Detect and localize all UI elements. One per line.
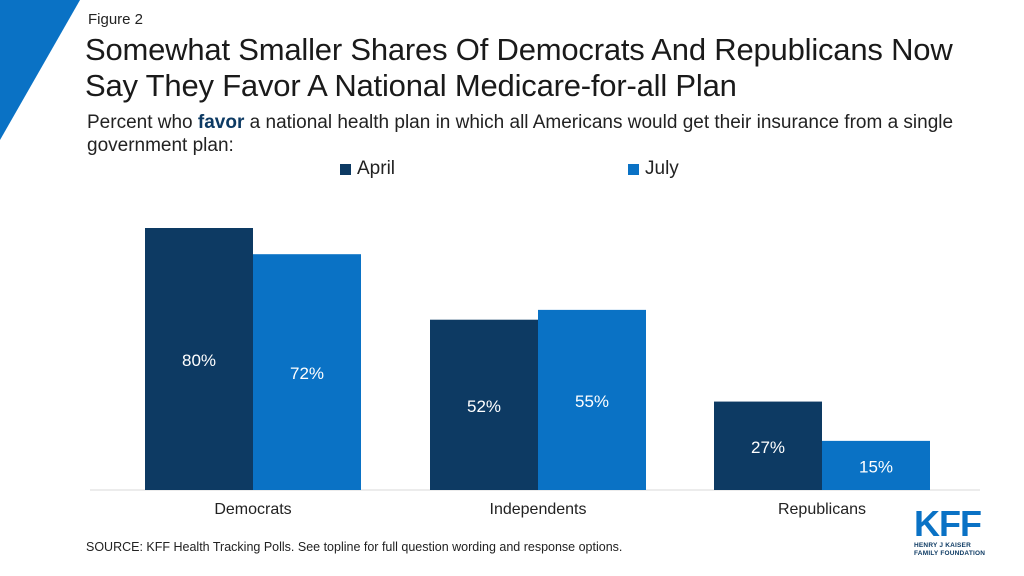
figure-label: Figure 2 (88, 11, 144, 28)
legend-item-april: April (340, 158, 395, 180)
subtitle-emphasis: favor (197, 112, 245, 133)
bar-independents-july (538, 309, 646, 490)
bar-independents-april (430, 319, 538, 490)
data-label-republicans-july: 15% (859, 457, 893, 476)
data-label-independents-july: 55% (575, 392, 609, 411)
data-label-democrats-july: 72% (290, 364, 324, 383)
bar-democrats-april (145, 228, 253, 490)
legend-swatch-april (340, 163, 351, 175)
subtitle-text-after: a national health plan in which all Amer… (87, 112, 954, 156)
corner-accent (0, 0, 80, 140)
category-label-democrats: Democrats (214, 501, 291, 518)
logo-line-1: HENRY J KAISER (914, 542, 971, 549)
legend: April July (0, 158, 1024, 182)
source-note: SOURCE: KFF Health Tracking Polls. See t… (86, 540, 623, 554)
kff-logo: KFF HENRY J KAISER FAMILY FOUNDATION (914, 506, 990, 558)
logo-mark: KFF (914, 503, 982, 544)
chart-title: Somewhat Smaller Shares Of Democrats And… (85, 32, 953, 103)
logo-line-2: FAMILY FOUNDATION (914, 549, 986, 557)
legend-swatch-july (628, 163, 639, 175)
data-label-republicans-april: 27% (751, 438, 785, 457)
legend-label-july: July (645, 158, 679, 179)
data-label-democrats-april: 80% (182, 351, 216, 370)
bar-republicans-july (822, 440, 930, 490)
bar-democrats-july (253, 254, 361, 490)
legend-item-july: July (628, 158, 679, 180)
category-label-independents: Independents (490, 501, 587, 518)
corner-accent-shape (0, 0, 80, 140)
category-label-republicans: Republicans (778, 501, 866, 518)
subtitle-text-before: Percent who (87, 112, 198, 133)
chart-subtitle: Percent who favor a national health plan… (87, 111, 987, 157)
data-label-independents-april: 52% (467, 397, 501, 416)
legend-label-april: April (357, 158, 396, 179)
bar-republicans-april (714, 401, 822, 490)
